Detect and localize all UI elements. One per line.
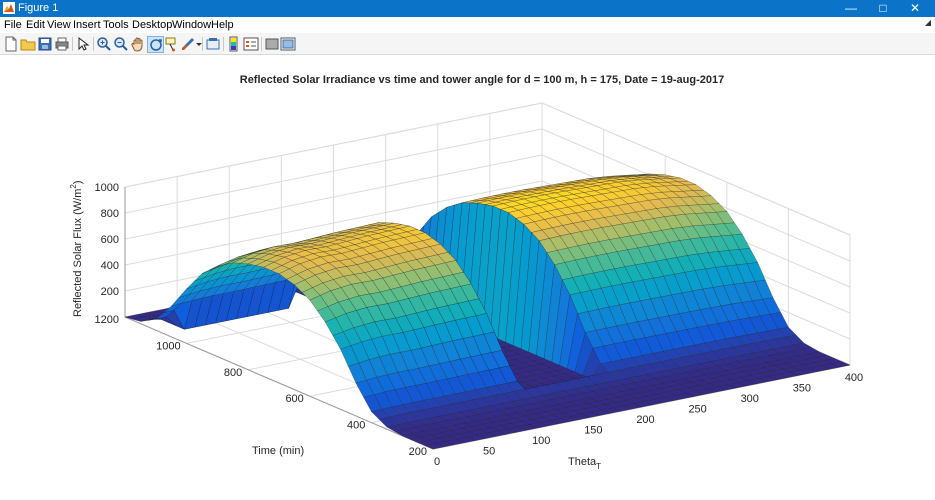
chart-title: Reflected Solar Irradiance vs time and t…: [240, 74, 725, 86]
x-axis-label: ThetaT: [568, 456, 601, 471]
pan-hand-icon[interactable]: [130, 36, 146, 52]
plot-area: 0 50 100 150 200 250 300 350 400 200 400 600 800 1000…: [0, 55, 935, 500]
menu-view[interactable]: View: [47, 19, 71, 31]
menu-overflow-icon[interactable]: ◢: [924, 18, 931, 27]
x-tick-label: 50: [483, 446, 495, 458]
grid-line-z: [124, 128, 543, 214]
surface-mesh[interactable]: [124, 173, 851, 450]
matlab-figure-icon: [3, 2, 15, 14]
brush-dropdown-icon[interactable]: [191, 36, 202, 52]
rotate-3d-icon[interactable]: [147, 36, 164, 53]
x-tick-label: 0: [434, 456, 440, 468]
y-axis-label: Time (min): [252, 445, 304, 457]
insert-legend-icon[interactable]: [243, 36, 259, 52]
menu-edit[interactable]: Edit: [26, 19, 45, 31]
axis-ticks: 0 50 100 150 200 250 300 350 400 200 400 600 800 1000…: [95, 182, 864, 468]
x-tick-label: 300: [741, 393, 759, 405]
x-tick-label: 400: [845, 372, 863, 384]
zoom-out-icon[interactable]: [113, 36, 129, 52]
grid-line-z: [124, 102, 543, 188]
toolbar-separator: [223, 37, 224, 51]
grid-line-z: [124, 180, 543, 266]
toolbar-separator: [202, 37, 203, 51]
window-title: Figure 1: [18, 2, 59, 14]
y-tick-label: 1200: [95, 314, 119, 326]
grid-line-z: [541, 102, 851, 236]
x-tick-label: 200: [636, 414, 654, 426]
y-tick-label: 200: [409, 446, 427, 458]
menu-tools[interactable]: Tools: [103, 19, 129, 31]
save-icon[interactable]: [37, 36, 53, 52]
insert-colorbar-icon[interactable]: [226, 36, 242, 52]
print-icon[interactable]: [54, 36, 70, 52]
close-button[interactable]: ✕: [909, 1, 921, 15]
title-bar: Figure 1 — □ ✕: [0, 0, 935, 17]
link-plot-icon[interactable]: [205, 36, 221, 52]
menu-window[interactable]: Window: [172, 19, 212, 31]
y-tick-label: 400: [347, 420, 365, 432]
menu-bar: File Edit View Insert Tools Desktop Wind…: [0, 17, 935, 33]
z-tick-label: 200: [101, 286, 119, 298]
z-tick-label: 600: [101, 234, 119, 246]
menu-desktop[interactable]: Desktop: [132, 19, 173, 31]
new-figure-icon[interactable]: [3, 36, 19, 52]
toolbar-separator: [93, 37, 94, 51]
grid-line-z: [124, 154, 543, 240]
show-plot-tools-icon[interactable]: [280, 36, 296, 52]
x-tick-label: 350: [793, 383, 811, 395]
z-tick-label: 1000: [95, 182, 119, 194]
x-tick-label: 100: [532, 435, 550, 447]
data-cursor-icon[interactable]: [164, 36, 180, 52]
menu-file[interactable]: File: [4, 19, 22, 31]
figure-toolbar: [0, 33, 935, 55]
open-file-icon[interactable]: [20, 36, 36, 52]
y-tick-label: 600: [285, 393, 303, 405]
brush-icon[interactable]: [180, 36, 196, 52]
edit-plot-arrow-icon[interactable]: [75, 36, 91, 52]
surface-chart[interactable]: 0 50 100 150 200 250 300 350 400 200 400 600 800 1000…: [0, 55, 935, 500]
menu-insert[interactable]: Insert: [73, 19, 101, 31]
z-tick-label: 800: [101, 208, 119, 220]
surface-patch: [424, 443, 445, 450]
maximize-button[interactable]: □: [879, 1, 887, 15]
z-tick-label: 400: [101, 260, 119, 272]
toolbar-separator: [72, 37, 73, 51]
toolbar-separator: [261, 37, 262, 51]
menu-help[interactable]: Help: [211, 19, 234, 31]
x-tick-label: 250: [688, 404, 706, 416]
z-axis-label: Reflected Solar Flux (W/m2): [69, 181, 84, 318]
y-tick-label: 1000: [156, 340, 180, 352]
zoom-in-icon[interactable]: [96, 36, 112, 52]
minimize-button[interactable]: —: [845, 1, 857, 15]
y-tick-label: 800: [224, 367, 242, 379]
hide-plot-tools-icon[interactable]: [264, 36, 280, 52]
y-axis-line: [124, 316, 434, 450]
x-tick-label: 150: [584, 425, 602, 437]
